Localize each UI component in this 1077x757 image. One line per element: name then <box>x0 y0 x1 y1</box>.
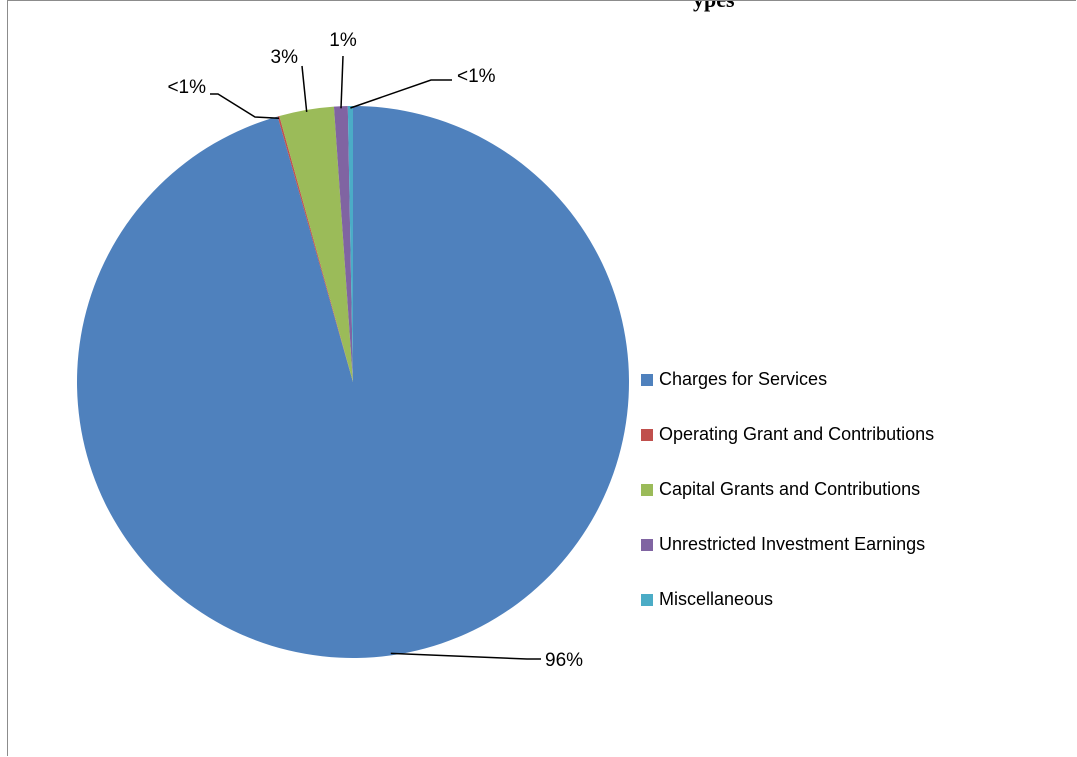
legend-item: Operating Grant and Contributions <box>641 421 934 448</box>
legend-swatch <box>641 538 653 551</box>
legend-item: Unrestricted Investment Earnings <box>641 531 934 558</box>
legend-label: Charges for Services <box>659 369 828 389</box>
leader-line-3 <box>301 65 308 112</box>
pie-slice-capital-grants-and-contributions <box>279 106 353 382</box>
leader-line-2 <box>210 93 280 119</box>
data-label-2: <1% <box>167 77 206 98</box>
data-label-1: 96% <box>545 650 583 671</box>
legend-item: Capital Grants and Contributions <box>641 476 934 503</box>
data-labels: 96% <1% 3% 1% <1% <box>167 30 583 671</box>
leader-line-1 <box>390 652 541 660</box>
data-label-5: <1% <box>457 66 496 87</box>
legend-swatch <box>641 373 653 386</box>
legend-label: Capital Grants and Contributions <box>659 479 921 499</box>
data-label-3: 3% <box>271 47 299 68</box>
legend-label: Operating Grant and Contributions <box>659 424 935 444</box>
legend-item: Miscellaneous <box>641 586 934 613</box>
pie-slice-operating-grant-and-contributions <box>277 116 353 382</box>
legend: Charges for Services Operating Grant and … <box>641 366 934 641</box>
data-label-4: 1% <box>329 30 357 51</box>
pie-slices <box>77 106 630 658</box>
legend-swatch <box>641 593 653 606</box>
leader-lines <box>210 55 541 660</box>
chart-frame <box>7 0 1076 756</box>
leader-line-4 <box>340 55 344 109</box>
legend-swatch <box>641 428 653 441</box>
legend-label: Unrestricted Investment Earnings <box>659 534 926 554</box>
pie-slice-unrestricted-investment-earnings <box>333 106 353 383</box>
pie-slice-charges-for-services <box>77 106 630 658</box>
legend-label: Miscellaneous <box>659 589 774 609</box>
legend-item: Charges for Services <box>641 366 934 393</box>
legend-swatch <box>641 483 653 496</box>
leader-line-5 <box>350 79 452 109</box>
pie-slice-miscellaneous <box>347 106 353 382</box>
chart-title-fragment: ypes <box>693 0 735 13</box>
